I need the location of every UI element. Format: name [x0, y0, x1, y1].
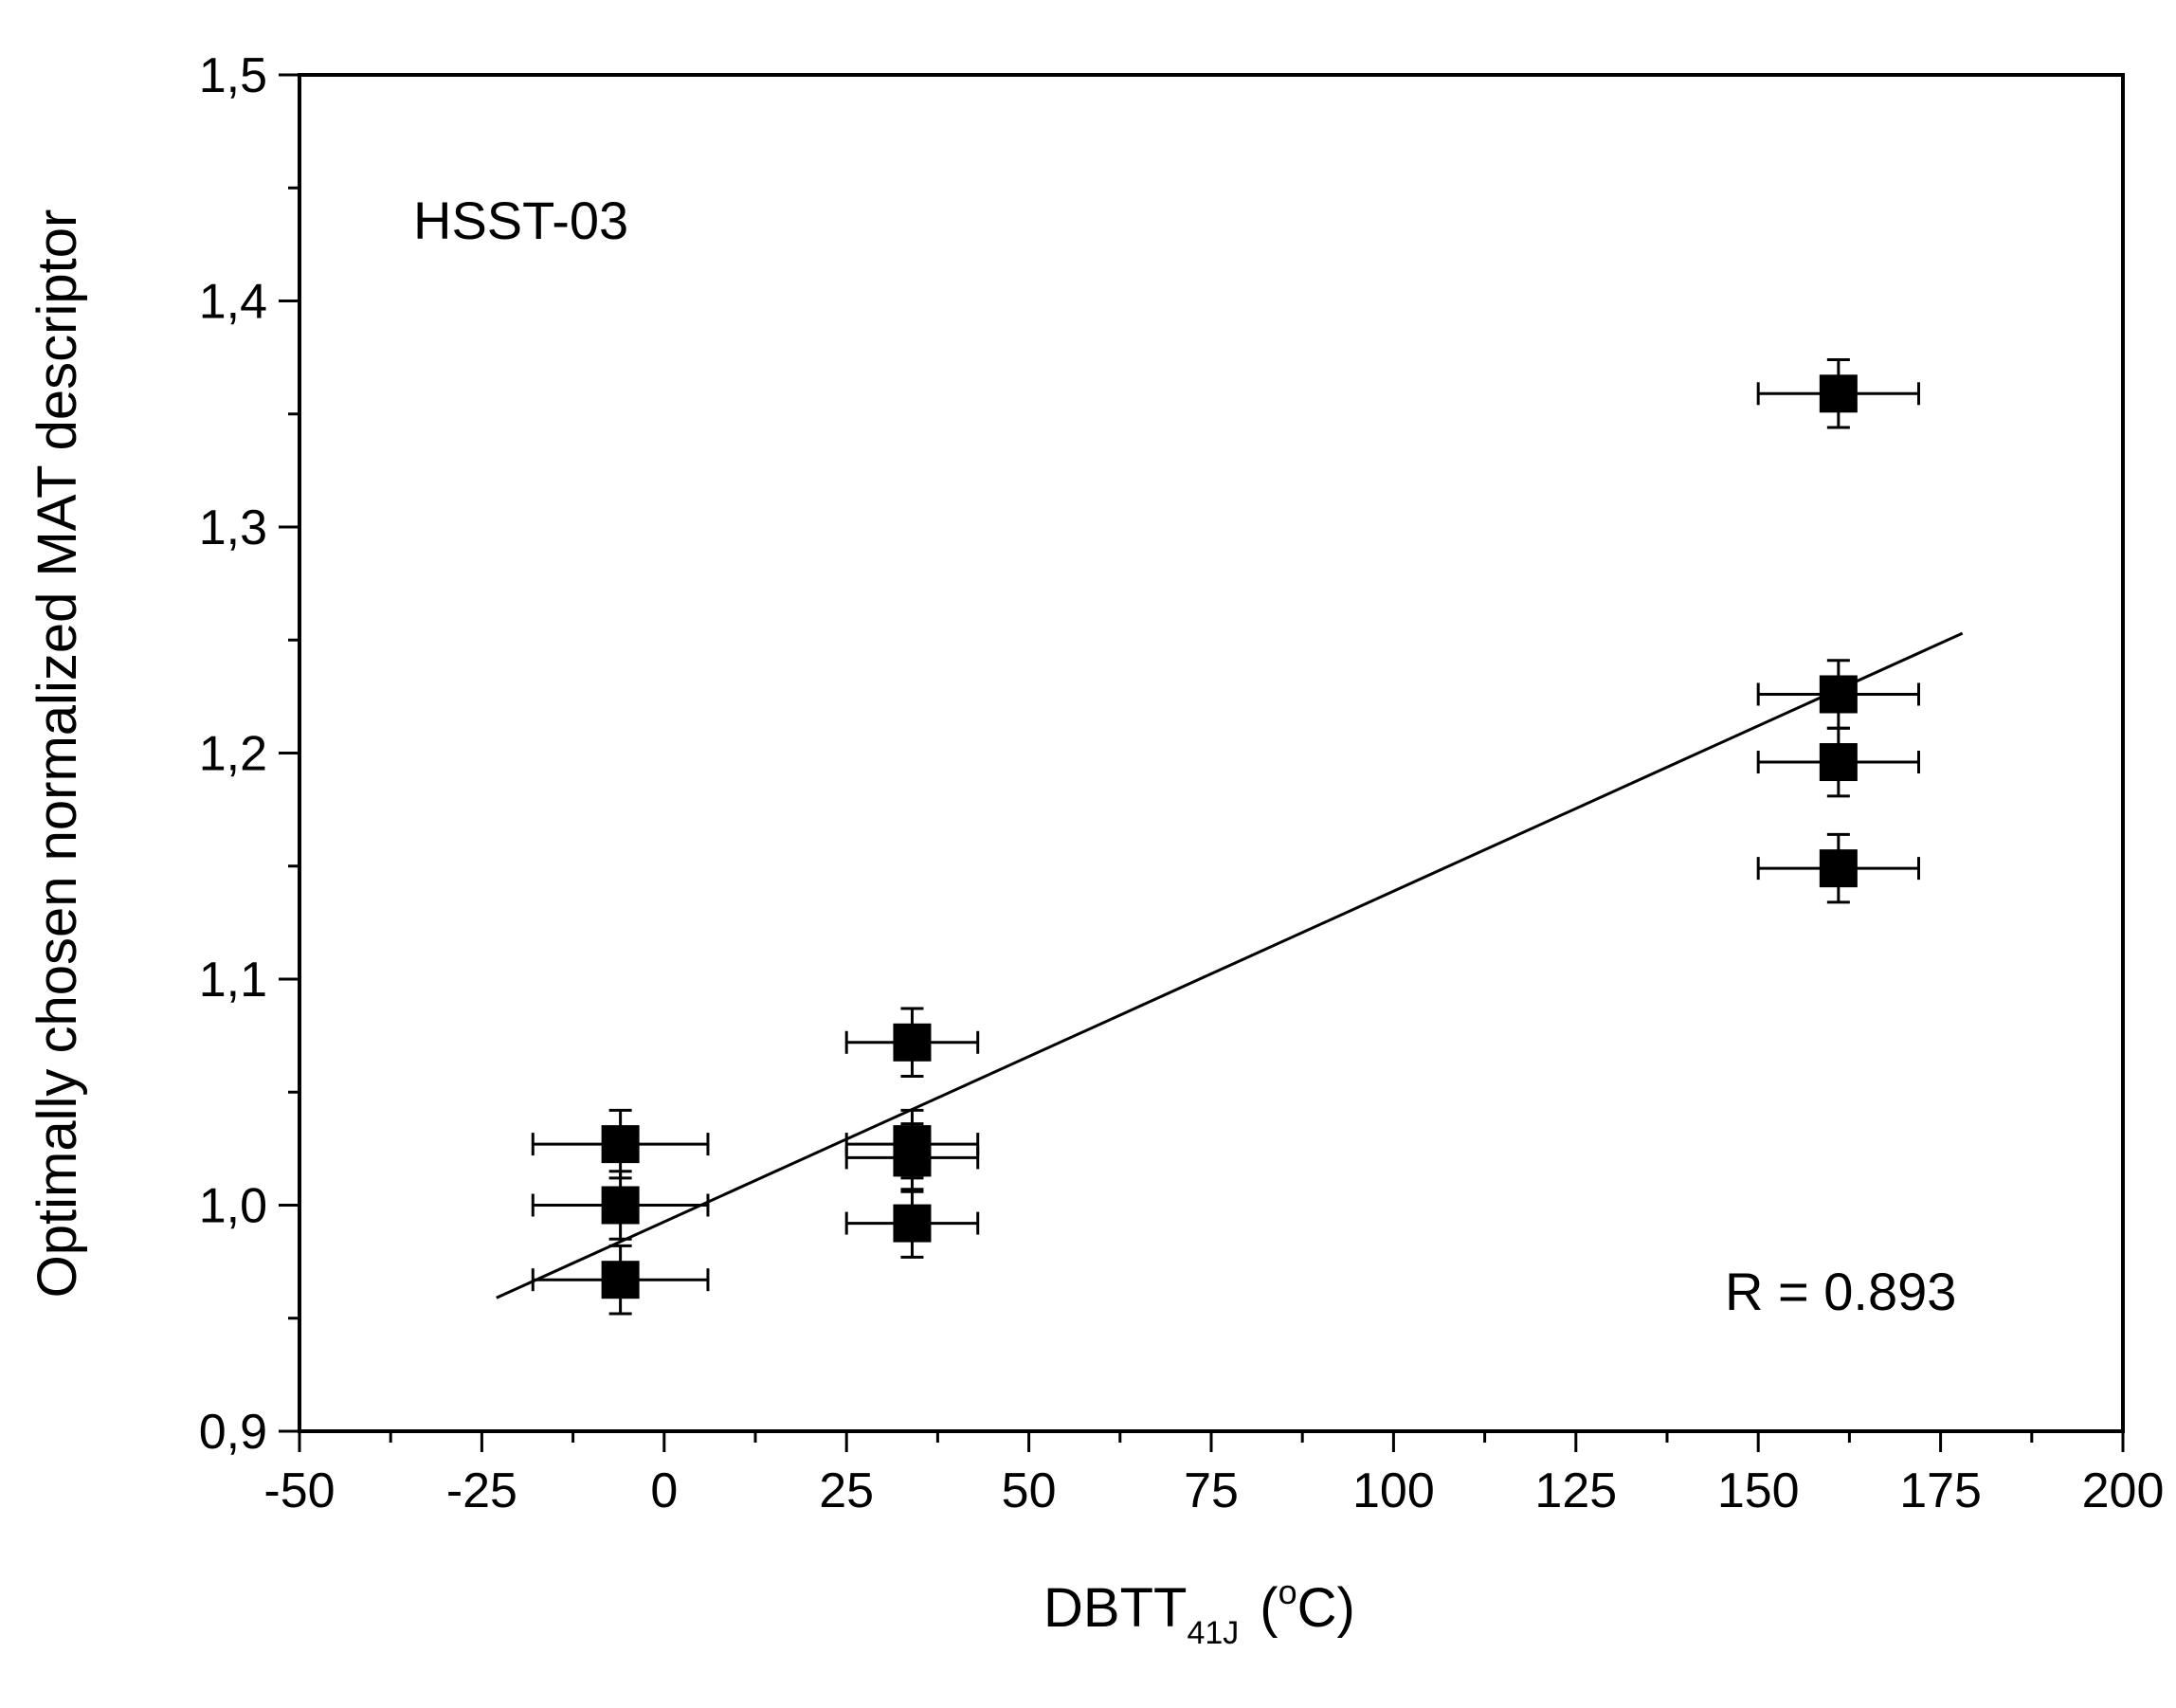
- x-axis-title-rest: C): [1297, 1577, 1355, 1639]
- square-marker: [1819, 849, 1858, 888]
- x-axis-title-sup: o: [1278, 1572, 1297, 1611]
- x-tick-label: -25: [446, 1463, 517, 1518]
- square-marker: [1819, 743, 1858, 782]
- y-tick-label: 0,9: [199, 1405, 267, 1460]
- square-marker: [893, 1204, 932, 1243]
- fit-line-group: [496, 631, 1964, 1299]
- x-tick-label: 25: [819, 1463, 874, 1518]
- square-marker: [601, 1186, 640, 1225]
- x-tick-label: 125: [1534, 1463, 1617, 1518]
- data-point: [1756, 358, 1921, 429]
- y-axis-title: Optimally chosen normalized MAT descript…: [27, 209, 88, 1299]
- data-point: [531, 1244, 710, 1316]
- data-point: [531, 1108, 710, 1180]
- x-tick-label: 150: [1717, 1463, 1800, 1518]
- data-point: [1756, 659, 1921, 730]
- data-point: [844, 1007, 980, 1079]
- x-tick-label: 0: [650, 1463, 678, 1518]
- x-tick-label: 100: [1352, 1463, 1435, 1518]
- data-point: [1756, 832, 1921, 904]
- x-tick-label: 175: [1899, 1463, 1982, 1518]
- x-tick-label: -50: [263, 1463, 335, 1518]
- square-marker: [893, 1138, 932, 1177]
- square-marker: [893, 1023, 932, 1062]
- y-tick-label: 1,2: [199, 727, 267, 782]
- specimen-label: HSST-03: [413, 191, 628, 250]
- data-points: [531, 358, 1921, 1316]
- x-tick-label: 50: [1002, 1463, 1057, 1518]
- tick-labels: -50 -25 0 25 50 75 100 125 150 175 200 0,9 1,0 1,1 1,2…: [199, 48, 2165, 1518]
- x-tick-label: 200: [2082, 1463, 2165, 1518]
- x-axis-title: DBTT41J (oC): [1043, 1572, 1355, 1651]
- axis-ticks: [279, 73, 2125, 1452]
- fit-line: [496, 631, 1964, 1299]
- square-marker: [601, 1261, 640, 1299]
- data-point: [1756, 726, 1921, 798]
- x-axis-title-main: DBTT: [1043, 1577, 1187, 1639]
- correlation-label: R = 0.893: [1725, 1262, 1956, 1321]
- x-axis-title-sub: 41J: [1187, 1615, 1239, 1651]
- square-marker: [1819, 374, 1858, 413]
- y-tick-label: 1,5: [199, 48, 267, 103]
- square-marker: [1819, 675, 1858, 714]
- y-tick-label: 1,0: [199, 1179, 267, 1234]
- x-tick-label: 75: [1184, 1463, 1239, 1518]
- data-point: [844, 1188, 980, 1259]
- y-tick-label: 1,4: [199, 275, 267, 330]
- data-point: [531, 1170, 710, 1241]
- x-axis-title-open: (: [1260, 1577, 1278, 1639]
- y-tick-label: 1,1: [199, 953, 267, 1008]
- square-marker: [601, 1125, 640, 1164]
- y-tick-label: 1,3: [199, 500, 267, 555]
- data-point: [844, 1122, 980, 1193]
